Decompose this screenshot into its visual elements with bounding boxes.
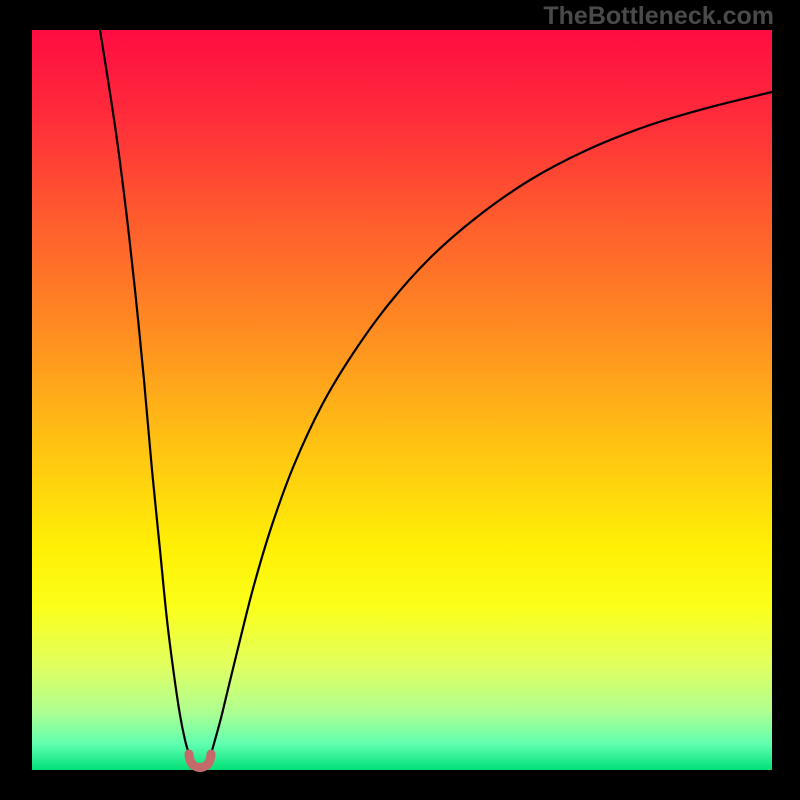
watermark-text: TheBottleneck.com (543, 2, 774, 31)
trough-marker (189, 754, 211, 768)
bottleneck-curve (100, 30, 772, 754)
curve-layer (32, 30, 772, 770)
plot-area (32, 30, 772, 770)
figure-root: TheBottleneck.com (0, 0, 800, 800)
